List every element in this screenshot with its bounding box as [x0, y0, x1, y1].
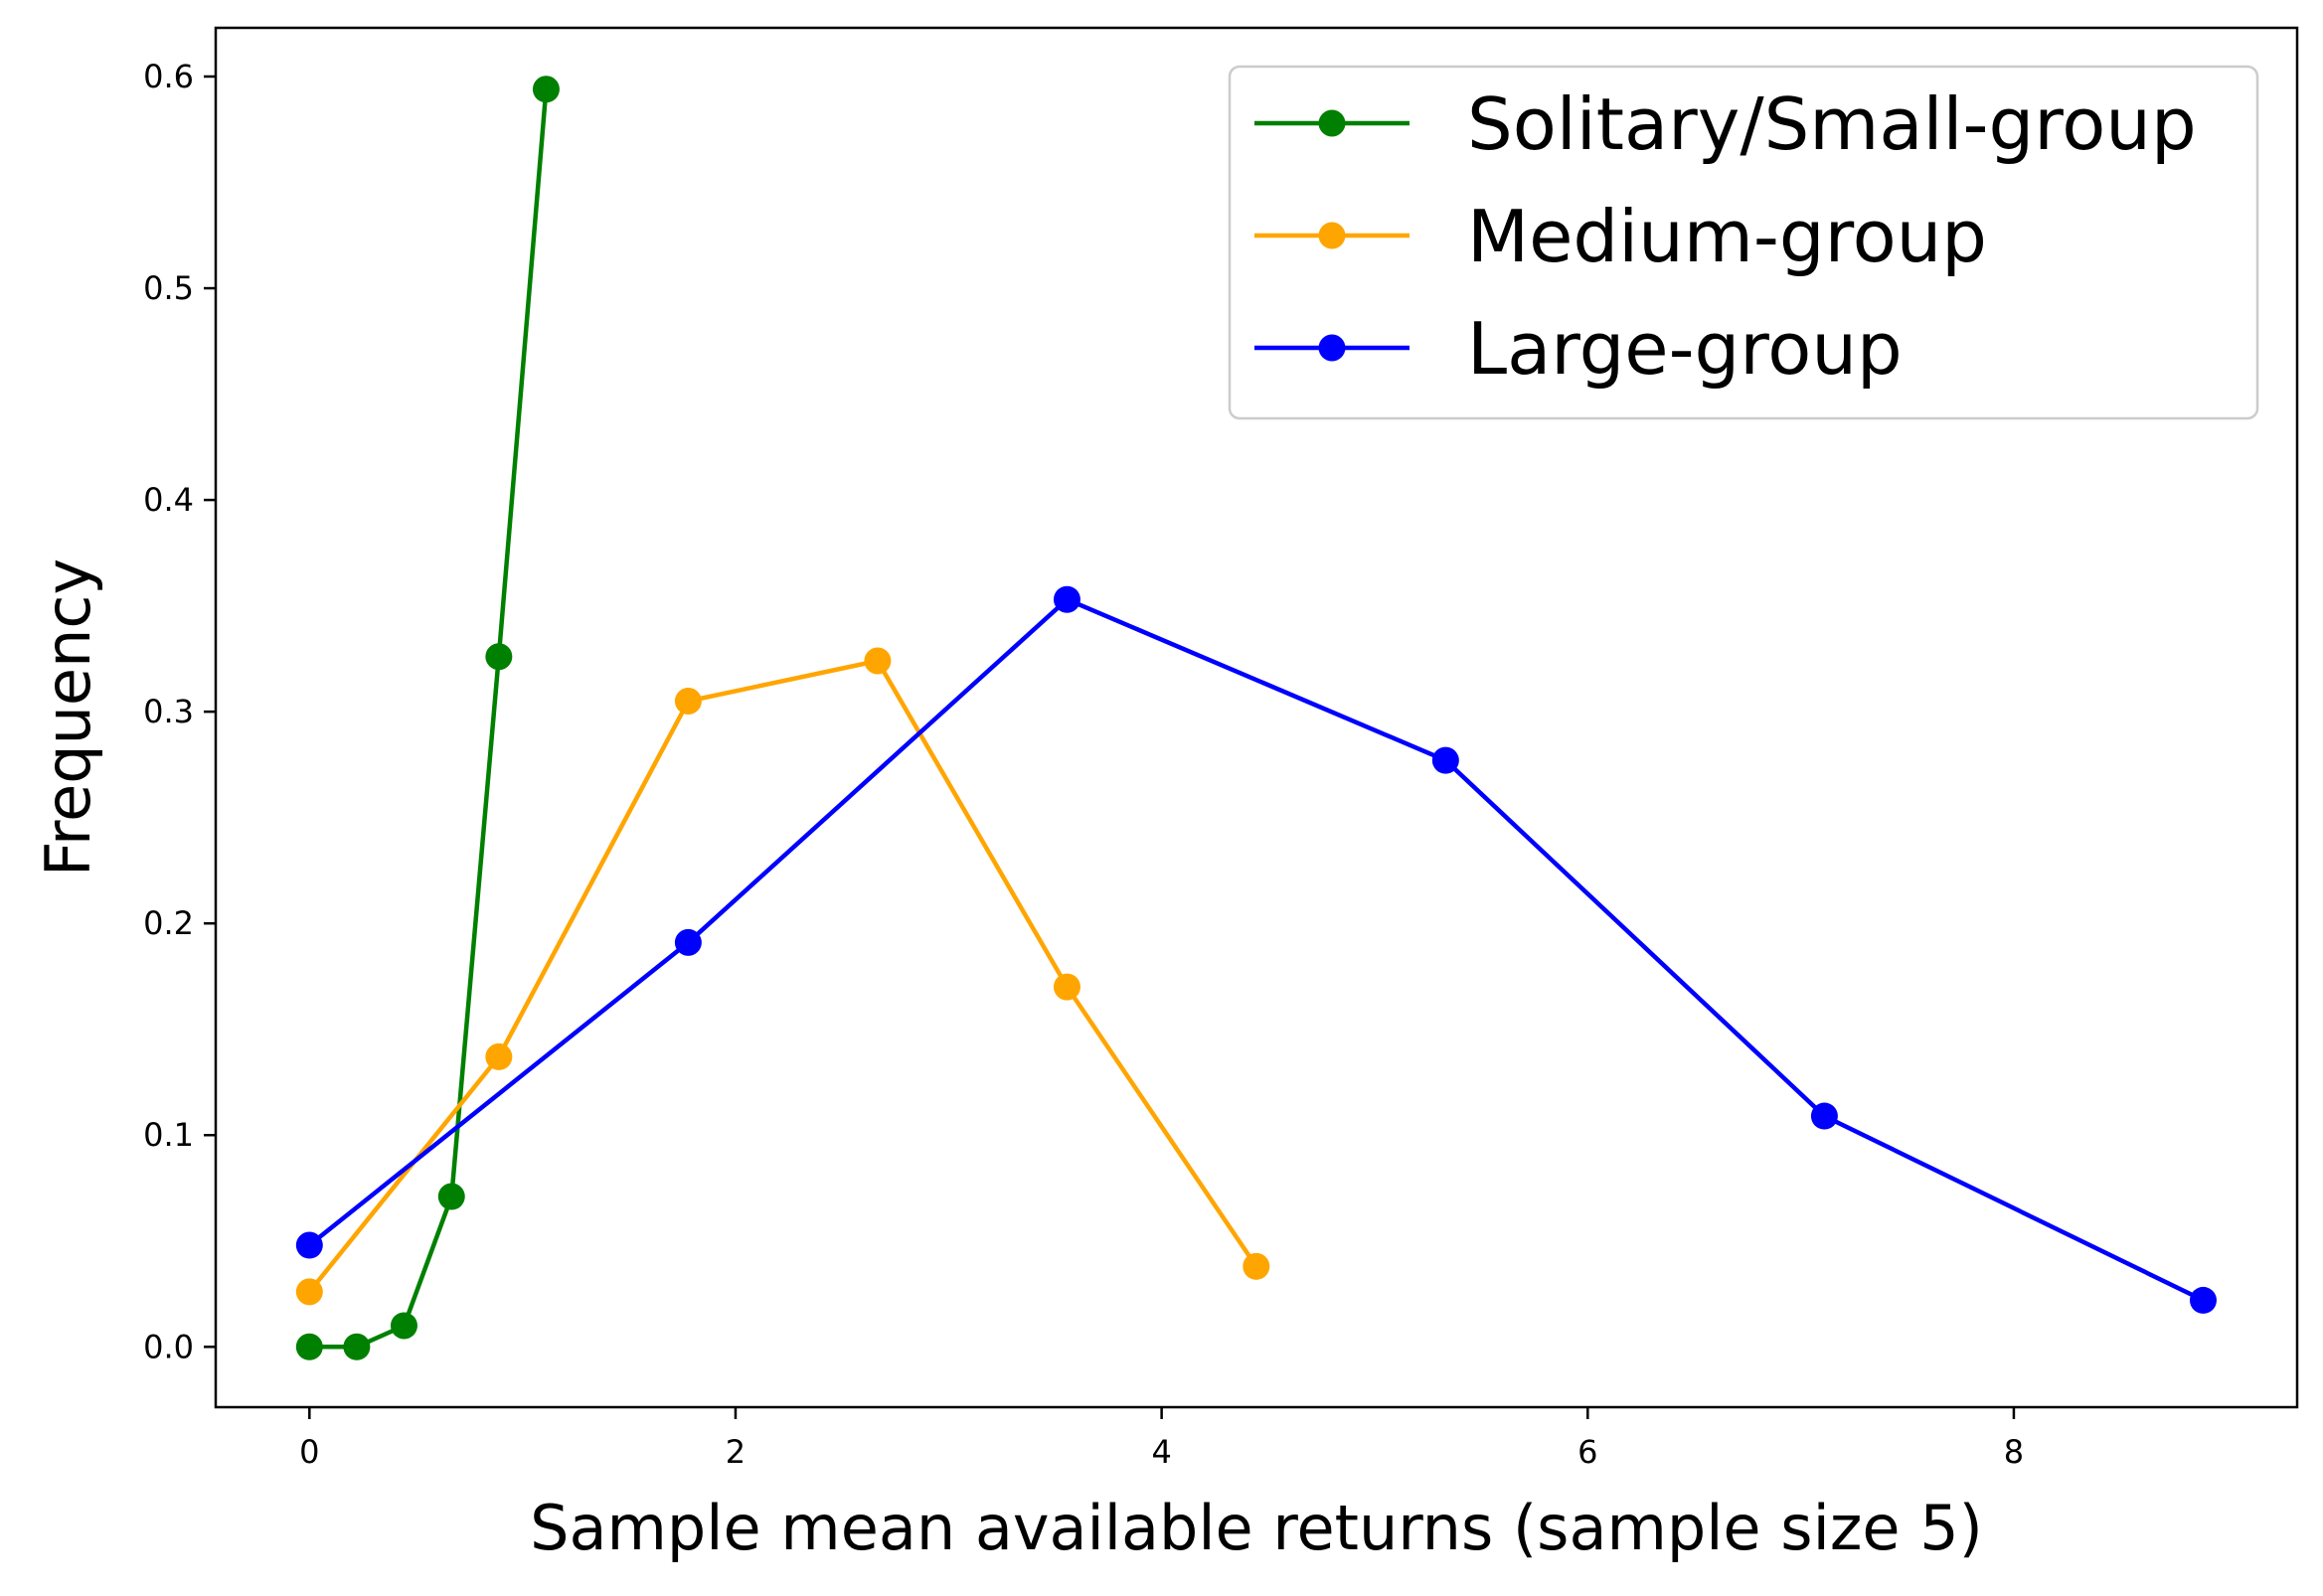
legend-item-large-group: Large-group — [1254, 307, 1903, 391]
data-point-large-group — [1431, 746, 1459, 774]
legend-label-large-group: Large-group — [1467, 307, 1903, 391]
data-point-large-group — [295, 1231, 323, 1259]
data-point-large-group — [2189, 1286, 2217, 1314]
data-point-solitary-small-group — [295, 1333, 323, 1360]
legend-box — [1228, 65, 2259, 420]
y-tick-label: 0.3 — [143, 693, 194, 730]
data-point-large-group — [674, 928, 702, 956]
y-axis-ticks: 0.0 0.1 0.2 0.3 0.4 0.5 0.6 — [143, 58, 216, 1365]
x-axis-title: Sample mean available returns (sample si… — [530, 1492, 1983, 1564]
data-point-large-group — [1810, 1102, 1838, 1130]
x-tick-label: 0 — [299, 1433, 319, 1471]
y-axis-title: Frequency — [32, 559, 104, 877]
data-point-medium-group — [485, 1042, 513, 1070]
x-axis-ticks: 0 2 4 6 8 — [299, 1407, 2024, 1471]
legend-label-solitary-small-group: Solitary/Small-group — [1467, 82, 2197, 166]
legend-marker-medium-group — [1318, 222, 1346, 249]
legend-label-medium-group: Medium-group — [1467, 195, 1987, 278]
series-medium-group — [295, 647, 1270, 1306]
x-tick-label: 2 — [726, 1433, 746, 1471]
data-point-medium-group — [295, 1278, 323, 1306]
x-tick-label: 6 — [1577, 1433, 1597, 1471]
y-tick-label: 0.2 — [143, 904, 194, 942]
y-tick-label: 0.4 — [143, 481, 194, 519]
legend-item-solitary-small-group: Solitary/Small-group — [1254, 82, 2197, 166]
y-tick-label: 0.1 — [143, 1116, 194, 1154]
data-point-medium-group — [864, 647, 892, 675]
data-point-medium-group — [1053, 973, 1080, 1001]
data-point-medium-group — [1243, 1252, 1270, 1280]
data-point-solitary-small-group — [485, 643, 513, 671]
data-point-medium-group — [674, 687, 702, 715]
y-tick-label: 0.0 — [143, 1328, 194, 1365]
series-line-medium-group — [307, 658, 1258, 1294]
x-tick-label: 8 — [2004, 1433, 2024, 1471]
data-point-solitary-small-group — [343, 1333, 371, 1360]
x-tick-label: 4 — [1151, 1433, 1171, 1471]
y-tick-label: 0.6 — [143, 58, 194, 95]
legend-marker-large-group — [1318, 334, 1346, 362]
series-line-large-group — [307, 596, 2205, 1303]
series-solitary-small-group — [295, 76, 560, 1360]
data-point-solitary-small-group — [437, 1183, 465, 1210]
y-tick-label: 0.5 — [143, 269, 194, 307]
data-point-solitary-small-group — [532, 76, 560, 103]
legend: Solitary/Small-group Medium-group Large-gr… — [1228, 65, 2259, 420]
series-large-group — [295, 585, 2217, 1314]
plot-area-frame — [214, 26, 2299, 1409]
legend-item-medium-group: Medium-group — [1254, 195, 1987, 278]
legend-marker-solitary-small-group — [1318, 109, 1346, 137]
data-point-solitary-small-group — [390, 1312, 417, 1340]
series-layer — [295, 76, 2217, 1360]
data-point-large-group — [1053, 585, 1080, 613]
